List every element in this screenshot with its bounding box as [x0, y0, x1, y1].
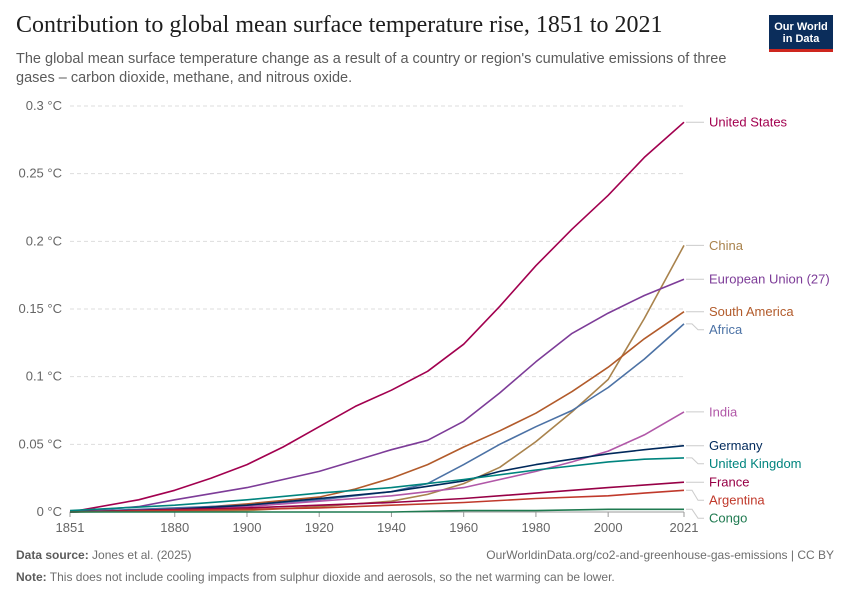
series-line-africa[interactable] [69, 323, 685, 513]
note-text: This does not include cooling impacts fr… [49, 570, 615, 584]
series-line-germany[interactable] [69, 444, 685, 513]
label-connector-united-kingdom [686, 457, 704, 465]
logo-line-1: Our World [774, 21, 828, 33]
series-line-congo[interactable] [70, 508, 684, 513]
series-label-india[interactable]: India [709, 404, 738, 419]
series-line-argentina[interactable] [69, 489, 685, 513]
series-label-congo[interactable]: Congo [709, 511, 747, 526]
x-tick-label: 2021 [670, 520, 699, 535]
label-connector-africa [686, 323, 704, 331]
x-tick-label: 2000 [594, 520, 623, 535]
series-line-france[interactable] [69, 481, 685, 513]
y-tick-label: 0.25 °C [18, 166, 62, 181]
y-tick-label: 0.3 °C [26, 98, 62, 113]
series-label-argentina[interactable]: Argentina [709, 493, 765, 508]
data-source-label: Data source: [16, 548, 89, 562]
series-line-united-kingdom[interactable] [69, 457, 685, 512]
owid-logo[interactable]: Our World in Data [769, 15, 833, 52]
label-connector-argentina [686, 489, 704, 501]
series-line-united-states[interactable] [69, 121, 685, 513]
logo-line-2: in Data [782, 33, 820, 45]
y-tick-label: 0.2 °C [26, 233, 62, 248]
x-tick-label: 1920 [305, 520, 334, 535]
y-tick-label: 0 °C [37, 504, 62, 519]
series-line-south-america[interactable] [69, 311, 685, 513]
y-tick-label: 0.05 °C [18, 436, 62, 451]
chart-subtitle: The global mean surface temperature chan… [16, 51, 727, 86]
series-label-european-union-27[interactable]: European Union (27) [709, 272, 830, 287]
series-label-united-states[interactable]: United States [709, 115, 788, 130]
series-label-china[interactable]: China [709, 238, 744, 253]
series-line-india[interactable] [69, 411, 685, 513]
x-tick-label: 1960 [449, 520, 478, 535]
x-tick-label: 1880 [160, 520, 189, 535]
chart-note: Note: This does not include cooling impa… [16, 570, 615, 584]
source-url[interactable]: OurWorldinData.org/co2-and-greenhouse-ga… [486, 548, 834, 562]
x-tick-label: 1980 [521, 520, 550, 535]
y-tick-label: 0.15 °C [18, 301, 62, 316]
x-tick-label: 1900 [233, 520, 262, 535]
series-label-france[interactable]: France [709, 475, 749, 490]
y-tick-label: 0.1 °C [26, 369, 62, 384]
series-line-european-union-27[interactable] [69, 278, 685, 513]
chart-title: Contribution to global mean surface temp… [16, 12, 663, 38]
data-source-link[interactable]: Jones et al. (2025) [92, 548, 192, 562]
series-label-united-kingdom[interactable]: United Kingdom [709, 456, 802, 471]
x-tick-label: 1940 [377, 520, 406, 535]
series-label-germany[interactable]: Germany [709, 438, 763, 453]
series-label-south-america[interactable]: South America [709, 304, 794, 319]
data-source: Data source: Jones et al. (2025) [16, 548, 191, 562]
note-label: Note: [16, 570, 47, 584]
series-label-africa[interactable]: Africa [709, 322, 743, 337]
x-tick-label: 1851 [56, 520, 85, 535]
label-connector-congo [686, 508, 704, 519]
